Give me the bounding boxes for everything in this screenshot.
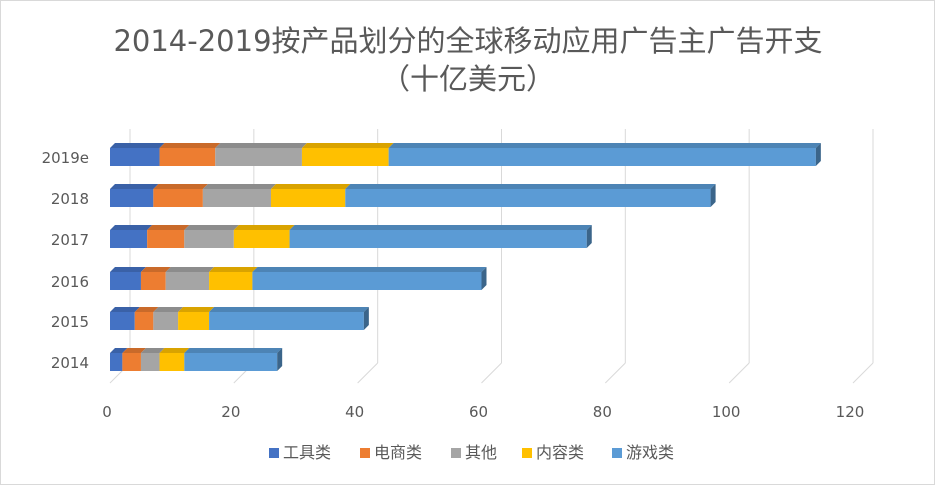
y-tick-label: 2014 — [51, 354, 89, 372]
x-tick-label: 120 — [836, 403, 865, 421]
legend-item: 内容类 — [522, 443, 584, 462]
legend-label: 电商类 — [374, 443, 422, 462]
gridlines — [109, 129, 874, 384]
x-axis-ticks: 0 20 40 60 80 100 120 — [102, 403, 864, 421]
bar-segment — [110, 348, 128, 371]
gridline-floor — [728, 362, 750, 384]
bar-segment — [202, 184, 276, 207]
bar-segment — [252, 267, 487, 290]
y-tick-label: 2018 — [51, 190, 89, 208]
y-tick-label: 2017 — [51, 231, 89, 249]
bar-segment — [209, 267, 258, 290]
legend-swatch — [451, 448, 461, 458]
x-tick-label: 0 — [102, 403, 112, 421]
bar-segment — [159, 348, 190, 371]
legend-item: 其他 — [451, 443, 497, 462]
gridline-floor — [481, 362, 502, 384]
bar-segment — [122, 348, 146, 371]
bar-segment — [159, 143, 221, 166]
y-axis-ticks: 2014 2015 2016 2017 2018 2019e — [42, 149, 89, 372]
legend-item: 游戏类 — [612, 443, 674, 462]
y-tick-label: 2016 — [51, 273, 89, 291]
legend-swatch — [612, 448, 622, 458]
bar-segment — [165, 267, 215, 290]
y-tick-label: 2019e — [42, 149, 89, 167]
y-tick-label: 2015 — [51, 313, 89, 331]
bar-segment — [233, 225, 295, 248]
legend-swatch — [269, 448, 279, 458]
bar-segment — [301, 143, 394, 166]
bar-segment — [110, 307, 140, 330]
legend-label: 内容类 — [536, 443, 584, 462]
bar-segment — [388, 143, 821, 166]
bar-segment — [153, 307, 184, 330]
bar-series — [110, 143, 821, 371]
x-tick-label: 40 — [345, 403, 364, 421]
bar-segment — [140, 267, 171, 290]
bar-segment — [110, 267, 146, 290]
x-tick-label: 80 — [593, 403, 612, 421]
legend-label: 游戏类 — [626, 443, 674, 462]
legend-item: 电商类 — [360, 443, 422, 462]
bar-segment — [184, 348, 283, 371]
legend-swatch — [522, 448, 532, 458]
gridline-floor — [357, 362, 379, 384]
x-tick-label: 20 — [221, 403, 240, 421]
bar-segment — [178, 307, 215, 330]
gridline-floor — [604, 362, 626, 384]
legend-swatch — [360, 448, 370, 458]
bar-segment — [153, 184, 208, 207]
legend-item: 工具类 — [269, 443, 331, 462]
bar-segment — [345, 184, 716, 207]
bar-segment — [215, 143, 307, 166]
bar-segment — [270, 184, 351, 207]
bar-segment — [140, 348, 165, 371]
bar-segment — [289, 225, 592, 248]
gridline-floor — [852, 362, 874, 384]
legend-label: 工具类 — [283, 443, 331, 462]
bar-segment — [110, 225, 153, 248]
bar-segment — [209, 307, 369, 330]
bar-segment — [110, 184, 159, 207]
legend: 工具类 电商类 其他 内容类 游戏类 — [269, 443, 674, 462]
chart-subtitle: （十亿美元） — [381, 62, 555, 96]
x-tick-label: 100 — [712, 403, 741, 421]
bar-segment — [147, 225, 190, 248]
bar-segment — [184, 225, 239, 248]
bar-segment — [134, 307, 159, 330]
x-tick-label: 60 — [469, 403, 488, 421]
bar-segment — [110, 143, 165, 166]
chart-title: 2014-2019按产品划分的全球移动应用广告主广告开支 — [113, 24, 822, 58]
legend-label: 其他 — [465, 443, 497, 462]
